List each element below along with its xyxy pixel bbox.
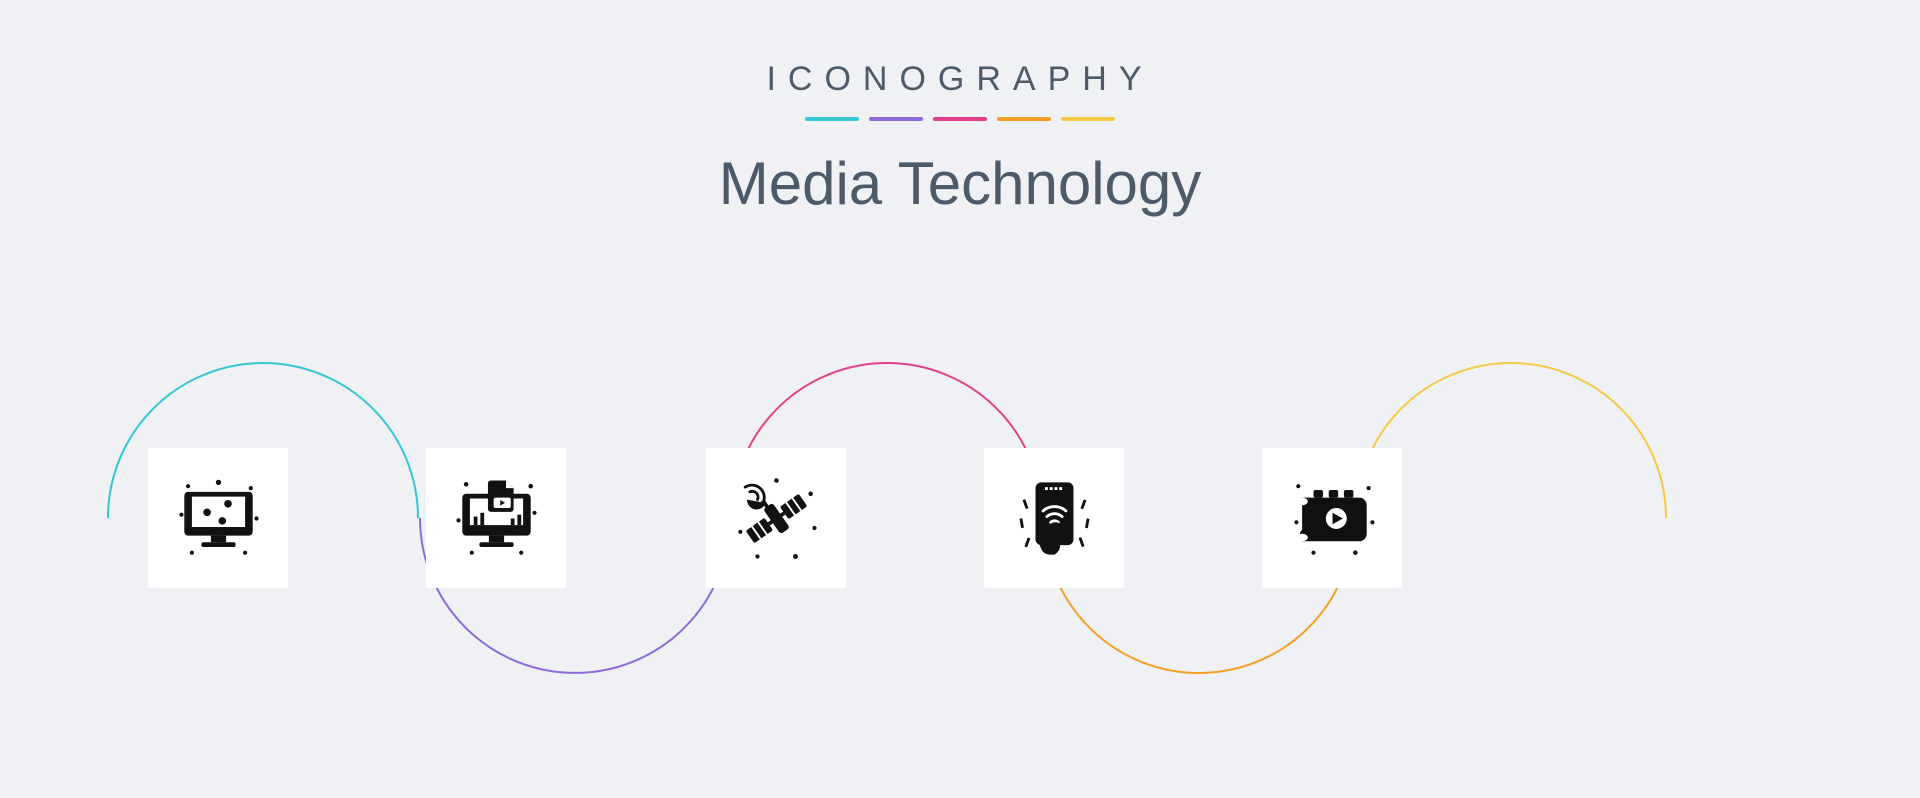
icon-card-video-file [426, 448, 566, 588]
icon-card-touch-tablet [984, 448, 1124, 588]
icon-card-video-roll [1262, 448, 1402, 588]
touch-tablet-icon [1007, 471, 1102, 566]
icon-card-equalizer [148, 448, 288, 588]
satellite-icon [729, 471, 824, 566]
stage [0, 0, 1920, 798]
video-file-screen-icon [449, 471, 544, 566]
video-roll-icon [1285, 471, 1380, 566]
equalizer-screen-icon [171, 471, 266, 566]
wave-path [0, 0, 1920, 798]
icon-card-satellite [706, 448, 846, 588]
